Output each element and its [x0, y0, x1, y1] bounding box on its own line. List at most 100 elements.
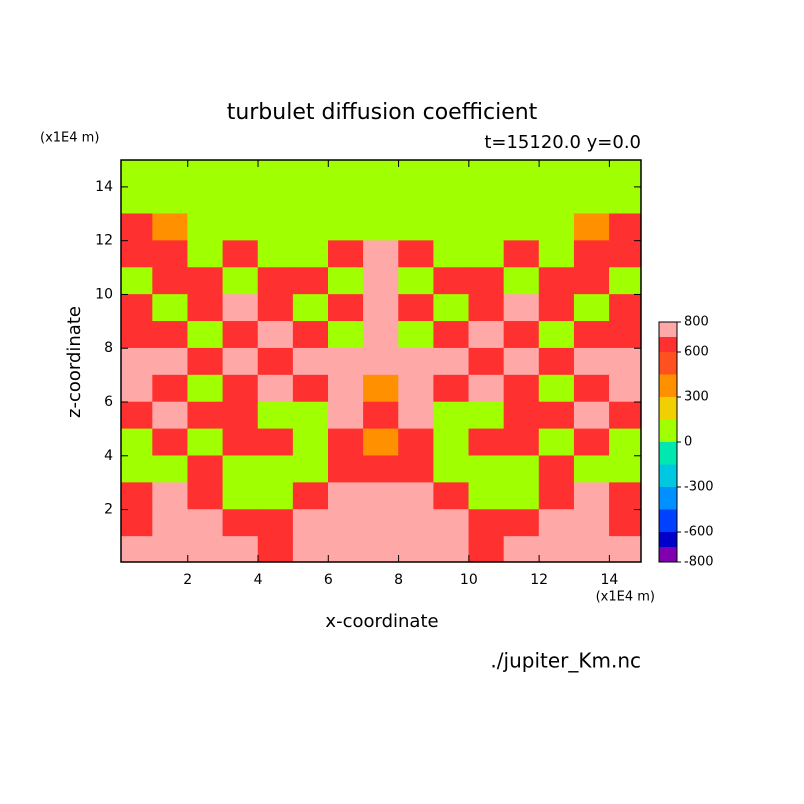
contour-cell: [468, 536, 505, 562]
contour-cell: [292, 509, 329, 537]
contour-cell: [538, 186, 575, 215]
contour-cell: [363, 401, 399, 430]
contour-cell: [187, 509, 224, 537]
contour-cell: [468, 213, 505, 241]
colorbar-band: [659, 352, 677, 375]
contour-cell: [398, 240, 435, 268]
colorbar-tick-label: -300: [684, 480, 714, 495]
x-tick-label: 10: [460, 572, 478, 588]
contour-cell: [222, 509, 259, 537]
y-tick-label: 14: [95, 179, 113, 195]
plot-frame: [120, 159, 642, 563]
contour-cell: [503, 321, 540, 349]
contour-cell: [187, 160, 224, 188]
contour-cell: [292, 536, 329, 562]
contour-cell: [292, 213, 329, 241]
contour-cell: [152, 186, 189, 215]
colorbar-band: [659, 374, 677, 397]
x-axis-label: x-coordinate: [325, 611, 438, 632]
contour-cell: [363, 374, 399, 403]
contour-cell: [468, 482, 505, 510]
contour-cell: [609, 321, 641, 349]
contour-cell: [468, 186, 505, 215]
contour-cell: [433, 455, 470, 483]
contour-cell: [363, 186, 399, 215]
contour-cell: [222, 186, 259, 215]
colorbar-band: [659, 337, 677, 352]
contour-cell: [121, 240, 153, 268]
colorbar-band: [659, 487, 677, 510]
contour-cell: [121, 321, 153, 349]
contour-cell: [121, 267, 153, 295]
contour-cell: [152, 374, 189, 403]
chart-title: turbulet diffusion coefficient: [227, 100, 538, 125]
contour-cell: [503, 509, 540, 537]
contour-cell: [121, 374, 153, 403]
contour-cell: [538, 401, 575, 430]
contour-cell: [609, 240, 641, 268]
contour-cell: [503, 213, 540, 241]
contour-cell: [187, 428, 224, 457]
contour-cell: [121, 294, 153, 322]
contour-cell: [187, 374, 224, 403]
colorbar-band: [659, 397, 677, 420]
contour-cell: [433, 186, 470, 215]
contour-cell: [573, 160, 610, 188]
contour-cell: [433, 160, 470, 188]
contour-cell: [433, 294, 470, 322]
contour-cell: [433, 321, 470, 349]
contour-cell: [363, 240, 399, 268]
contour-cell: [222, 428, 259, 457]
contour-cell: [257, 482, 294, 510]
contour-cell: [257, 374, 294, 403]
colorbar-band: [659, 322, 677, 337]
contour-cell: [468, 294, 505, 322]
contour-cell: [573, 401, 610, 430]
contour-cell: [292, 186, 329, 215]
contour-cell: [398, 186, 435, 215]
contour-cell: [609, 509, 641, 537]
contour-cell: [609, 374, 641, 403]
contour-cell: [121, 428, 153, 457]
contour-cell: [187, 267, 224, 295]
contour-cell: [152, 213, 189, 241]
contour-cell: [187, 213, 224, 241]
colorbar-band: [659, 419, 677, 442]
contour-cell: [398, 294, 435, 322]
contour-cell: [121, 186, 153, 215]
colorbar-tick-label: 0: [684, 435, 692, 450]
contour-cell: [327, 294, 364, 322]
contour-cell: [363, 482, 399, 510]
contour-cell: [152, 347, 189, 376]
contour-cell: [257, 428, 294, 457]
contour-cell: [609, 186, 641, 215]
subtitle: t=15120.0 y=0.0: [484, 132, 641, 153]
x-tick-label: 6: [324, 572, 333, 588]
contour-cell: [187, 401, 224, 430]
contour-cell: [257, 347, 294, 376]
contour-cell: [398, 267, 435, 295]
contour-cell: [152, 536, 189, 562]
contour-cell: [468, 240, 505, 268]
contour-cell: [152, 509, 189, 537]
contour-cell: [503, 455, 540, 483]
contour-cell: [433, 347, 470, 376]
contour-cell: [609, 455, 641, 483]
contour-cell: [121, 482, 153, 510]
contour-cell: [503, 401, 540, 430]
contour-cell: [327, 213, 364, 241]
contour-cell: [152, 428, 189, 457]
y-tick-label: 4: [104, 448, 113, 464]
y-tick-label: 8: [104, 340, 113, 356]
contour-cell: [187, 536, 224, 562]
colorbar-tick-label: 300: [684, 390, 709, 405]
contour-cell: [503, 482, 540, 510]
contour-cell: [433, 401, 470, 430]
contour-cell: [152, 401, 189, 430]
contour-cell: [503, 267, 540, 295]
contour-cell: [573, 321, 610, 349]
contour-cell: [222, 267, 259, 295]
contour-cell: [609, 294, 641, 322]
contour-cell: [538, 509, 575, 537]
